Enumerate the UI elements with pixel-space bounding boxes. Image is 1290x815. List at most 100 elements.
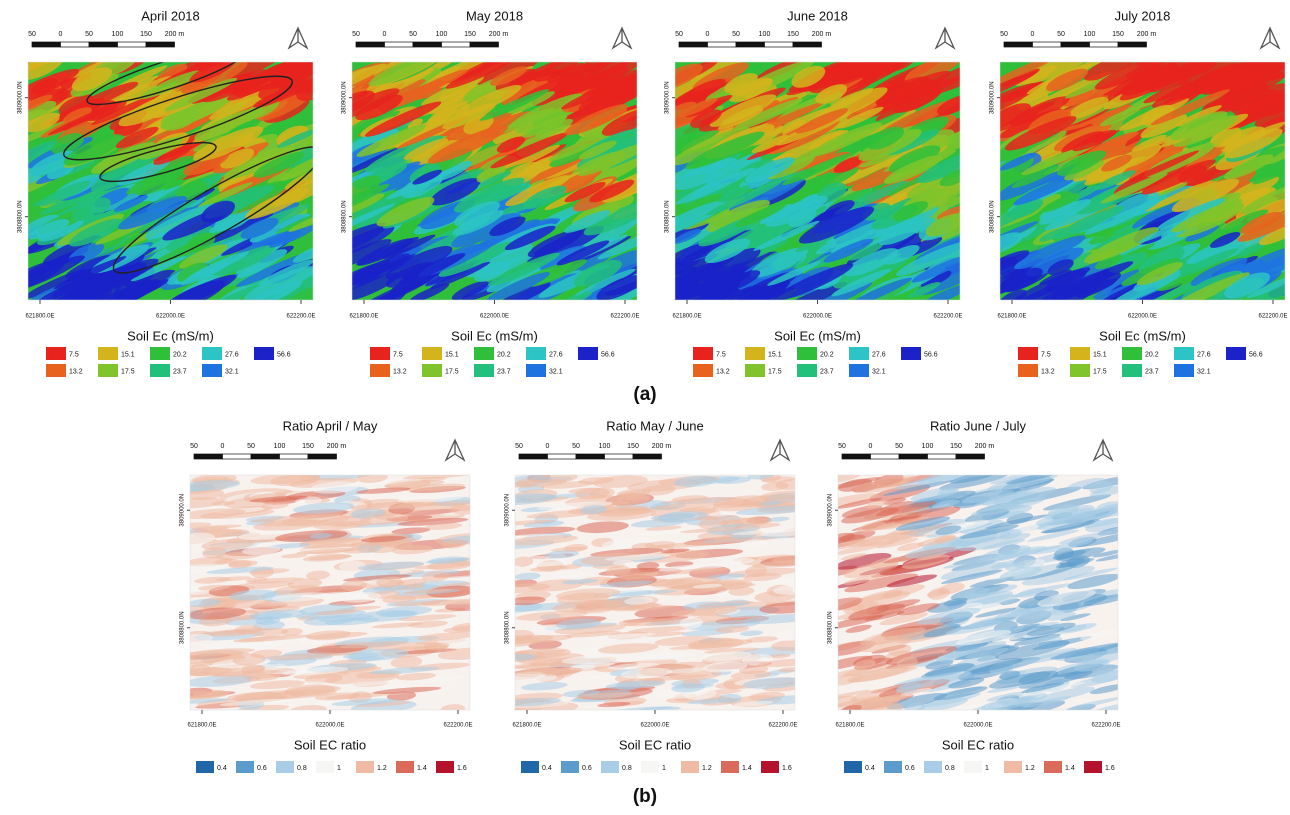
map-patch <box>515 634 554 645</box>
map-patch <box>675 229 702 244</box>
legend-label: 15.1 <box>768 351 782 358</box>
map-patch <box>245 577 269 583</box>
map-patch <box>86 258 159 294</box>
legend-title: Soil EC ratio <box>619 737 691 752</box>
legend-swatch <box>1018 364 1038 377</box>
map-patch <box>587 62 633 79</box>
map-patch <box>403 475 470 480</box>
map-patch <box>215 576 252 582</box>
map-patch <box>1011 165 1060 188</box>
map-patch <box>1212 71 1244 87</box>
map-patch <box>1051 281 1097 300</box>
map-patch <box>564 210 611 233</box>
map-patch <box>555 76 583 96</box>
map-patch <box>887 62 916 72</box>
map-patch <box>1171 198 1243 233</box>
map-patch <box>643 631 686 637</box>
scale-label: 50 <box>190 443 198 450</box>
map-patch <box>675 122 707 154</box>
map-patch <box>53 256 127 290</box>
map-patch <box>844 248 899 277</box>
x-coord-label: 622000.0E <box>480 314 509 320</box>
map-patch <box>515 701 569 709</box>
map-patch <box>515 662 577 670</box>
map-patch <box>902 554 951 569</box>
map-patch <box>627 626 690 634</box>
map-patch <box>281 553 308 559</box>
y-coord-label: 3809000.0N <box>342 81 348 114</box>
map-patch <box>724 73 758 94</box>
map-patch <box>1234 186 1276 211</box>
legend-label: 23.7 <box>820 368 834 375</box>
map-patch <box>352 193 385 216</box>
map-patch <box>1101 154 1132 172</box>
scale-label: 200 m <box>975 443 995 450</box>
map-patch <box>778 667 795 673</box>
map-patch <box>438 241 514 277</box>
map-patch <box>157 63 188 81</box>
legend-swatch <box>436 761 454 773</box>
legend-swatch <box>797 364 817 377</box>
map-patch <box>246 673 280 682</box>
map-patch <box>838 655 873 671</box>
map-patch <box>918 283 960 300</box>
legend-swatch <box>884 761 902 773</box>
scale-segment <box>678 41 708 48</box>
map-patch <box>841 62 905 85</box>
map-patch <box>400 173 443 199</box>
legend-label: 17.5 <box>768 368 782 375</box>
map-patch <box>573 259 622 287</box>
scale-segment <box>518 453 548 460</box>
map-patch <box>189 62 236 83</box>
map-patch <box>1016 587 1047 598</box>
scale-label: 50 <box>732 31 740 38</box>
map-patch <box>687 605 739 616</box>
legend-swatch <box>721 761 739 773</box>
map-patch <box>245 606 301 614</box>
map-patch <box>623 618 698 627</box>
legend-label: 56.6 <box>1249 351 1263 358</box>
map-patch <box>1014 235 1086 270</box>
legend-swatch <box>370 364 390 377</box>
map-patch <box>1084 200 1160 235</box>
scale-segment <box>1060 41 1090 48</box>
map-patch <box>742 613 795 624</box>
map <box>1000 62 1285 300</box>
annotation-loop <box>86 62 250 106</box>
scale-label: 50 <box>85 31 93 38</box>
map-patch <box>243 266 313 300</box>
map-patch <box>1111 272 1181 300</box>
map-patch <box>283 684 336 697</box>
scale-label: 0 <box>869 443 873 450</box>
scale-label: 0 <box>1031 31 1035 38</box>
map-patch <box>1127 242 1156 256</box>
map-patch <box>198 584 230 591</box>
legend-title: Soil Ec (mS/m) <box>127 328 214 343</box>
map-patch <box>985 514 1050 529</box>
map-patch <box>1004 116 1077 151</box>
map-patch <box>739 630 764 637</box>
scale-label: 50 <box>675 31 683 38</box>
map-patch <box>955 630 1012 646</box>
map-patch <box>1186 233 1251 264</box>
map-patch <box>226 83 261 101</box>
map-patch <box>875 501 937 517</box>
map-patch <box>397 517 469 526</box>
legend-swatch <box>474 364 494 377</box>
map-patch <box>1240 211 1282 234</box>
map-patch <box>1085 131 1137 156</box>
x-coord-label: 622200.0E <box>933 314 962 320</box>
map-patch <box>904 540 974 559</box>
map-patch <box>1074 658 1110 672</box>
map-patch <box>574 268 636 297</box>
scale-label: 50 <box>515 443 523 450</box>
legend-label: 1.4 <box>1065 765 1075 772</box>
map-patch <box>501 75 561 106</box>
legend-swatch <box>98 347 118 360</box>
map-patch <box>690 109 722 128</box>
map-patch <box>164 77 238 112</box>
map-patch <box>1140 104 1175 126</box>
map-patch <box>1143 80 1192 104</box>
legend-label: 0.8 <box>945 765 955 772</box>
map-patch <box>931 499 961 509</box>
